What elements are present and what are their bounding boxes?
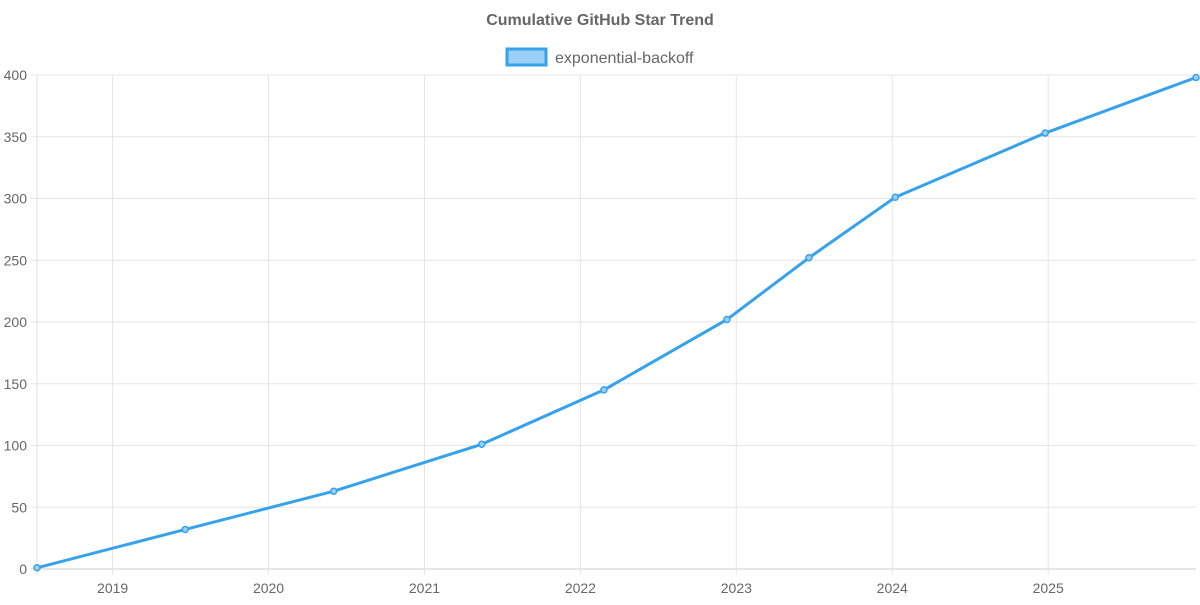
y-tick-label: 150 [4, 376, 28, 392]
x-tick-label: 2022 [565, 580, 596, 596]
x-tick-label: 2023 [721, 580, 752, 596]
y-tick-label: 100 [4, 438, 28, 454]
data-point [33, 564, 41, 572]
chart-title: Cumulative GitHub Star Trend [486, 12, 714, 29]
data-point [1192, 73, 1200, 82]
data-point [805, 254, 813, 262]
y-tick-label: 50 [11, 499, 27, 515]
legend-swatch [505, 47, 548, 67]
series-line [36, 76, 1197, 570]
x-tick-label: 2020 [253, 580, 284, 596]
legend[interactable]: exponential-backoff [505, 47, 694, 67]
x-tick-label: 2019 [97, 580, 128, 596]
data-point [181, 525, 189, 534]
data-point [891, 193, 899, 202]
data-point [1041, 129, 1049, 137]
x-tick-label: 2021 [409, 580, 440, 596]
y-tick-label: 250 [4, 252, 28, 268]
data-point [723, 315, 731, 324]
data-point [477, 440, 486, 449]
y-tick-label: 0 [19, 561, 27, 577]
legend-label: exponential-backoff [555, 50, 694, 67]
x-tick-label: 2025 [1033, 580, 1064, 596]
data-point [329, 487, 338, 495]
data-point [600, 386, 608, 394]
y-tick-label: 300 [4, 191, 28, 207]
x-tick-label: 2024 [877, 580, 908, 596]
y-tick-label: 200 [4, 314, 28, 330]
y-tick-label: 350 [4, 129, 28, 145]
y-tick-label: 400 [4, 67, 28, 83]
